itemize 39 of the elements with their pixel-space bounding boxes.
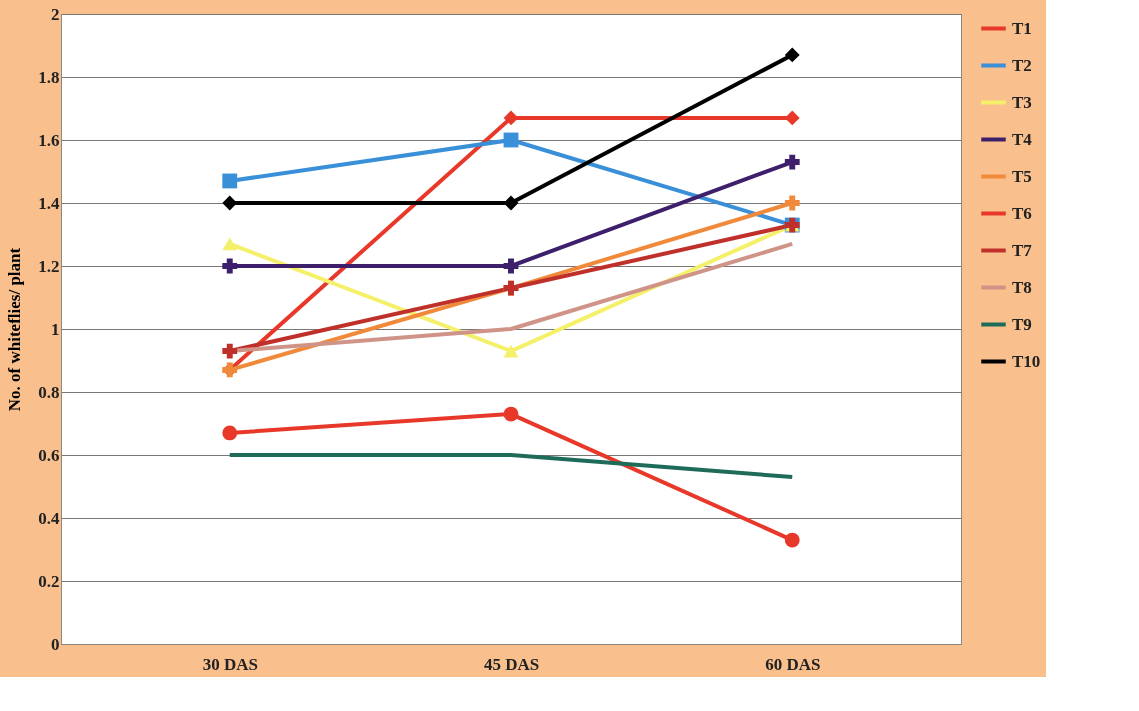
y-tick-label: 1 [51,319,60,339]
y-tick-label: 0 [51,634,60,654]
y-axis-title: No. of whiteflies/ plant [5,247,25,412]
point [222,425,238,441]
legend-label: T10 [1012,351,1041,371]
y-tick-label: 2 [51,4,60,24]
legend-label: T2 [1012,55,1032,75]
point [784,532,800,548]
point [503,258,519,274]
point [503,110,519,126]
y-tick-label: 0.4 [38,508,60,528]
y-tick-label: 1.6 [38,130,60,150]
point [503,195,519,211]
point [222,258,238,274]
legend-label: T9 [1012,314,1032,334]
point [784,47,800,63]
point [222,237,238,251]
y-tick-label: 1.4 [38,193,60,213]
point [222,173,238,189]
point [503,406,519,422]
legend-label: T7 [1012,240,1033,260]
legend-label: T8 [1012,277,1032,297]
legend-label: T1 [1012,18,1032,38]
y-tick-label: 1.2 [38,256,60,276]
x-tick-label: 30 DAS [202,654,258,674]
y-tick-label: 0.2 [38,571,60,591]
legend-label: T3 [1012,92,1032,112]
point [503,344,519,358]
legend-label: T6 [1012,203,1032,223]
y-tick-label: 0.6 [38,445,60,465]
legend-label: T5 [1012,166,1032,186]
y-tick-label: 1.8 [38,67,60,87]
x-tick-label: 45 DAS [483,654,540,674]
point [784,195,800,211]
x-tick-label: 60 DAS [765,654,821,674]
point [222,343,238,359]
y-tick-label: 0.8 [38,382,60,402]
point [784,154,800,170]
legend-label: T4 [1012,129,1033,149]
